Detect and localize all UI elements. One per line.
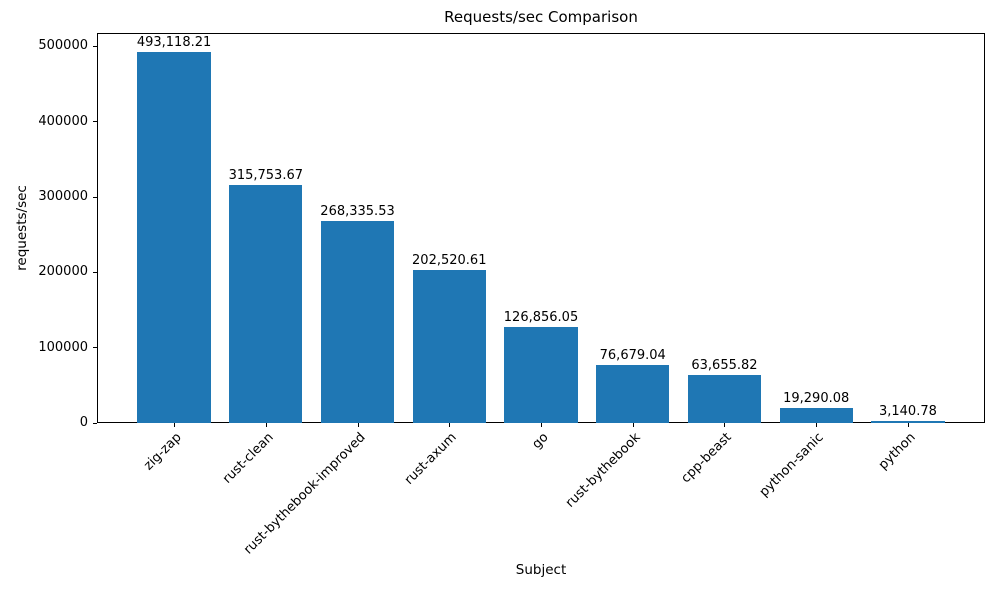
- bar-value-label: 19,290.08: [783, 391, 850, 407]
- chart-title: Requests/sec Comparison: [444, 8, 638, 26]
- bar-value-label: 126,856.05: [503, 310, 579, 326]
- bar-python: [871, 420, 945, 423]
- bar-value-label: 315,753.67: [228, 168, 303, 184]
- x-tick-mark: [907, 423, 909, 427]
- y-tick-label: 200000: [38, 264, 88, 280]
- bar-cpp-beast: [687, 375, 762, 423]
- bar-go: [504, 327, 578, 423]
- bar-value-label: 202,520.61: [412, 253, 487, 269]
- bar-value-label: 268,335.53: [320, 203, 395, 219]
- y-tick-mark: [93, 422, 97, 424]
- x-tick-mark: [174, 423, 176, 427]
- bar-value-label: 63,655.82: [691, 358, 758, 374]
- y-tick-label: 400000: [38, 113, 88, 129]
- bar-value-label: 76,679.04: [599, 348, 666, 364]
- bar-rust-axum: [412, 270, 486, 423]
- y-tick-label: 500000: [38, 38, 88, 54]
- x-axis-label: Subject: [515, 562, 567, 578]
- y-tick-mark: [93, 347, 97, 349]
- x-tick-mark: [541, 423, 542, 427]
- y-tick-label: 0: [79, 415, 88, 430]
- bar-rust-bythebook-improved: [320, 220, 395, 423]
- y-tick-mark: [93, 121, 97, 123]
- bar-value-label: 3,140.78: [878, 403, 937, 419]
- y-tick-mark: [93, 196, 97, 198]
- bar-python-sanic: [779, 408, 853, 423]
- bar-value-label: 493,118.21: [136, 34, 212, 50]
- x-tick-mark: [816, 423, 818, 427]
- bar-zig-zap: [137, 51, 211, 423]
- y-tick-mark: [93, 271, 97, 273]
- y-tick-mark: [93, 45, 97, 47]
- bar-rust-bythebook: [596, 365, 670, 423]
- x-tick-mark: [724, 423, 726, 427]
- x-tick-mark: [449, 423, 451, 427]
- y-tick-label: 300000: [38, 189, 88, 205]
- bar-rust-clean: [229, 185, 303, 423]
- x-tick-mark: [357, 423, 359, 427]
- x-tick-mark: [632, 423, 634, 427]
- x-tick-mark: [265, 423, 267, 427]
- y-tick-label: 100000: [38, 339, 88, 355]
